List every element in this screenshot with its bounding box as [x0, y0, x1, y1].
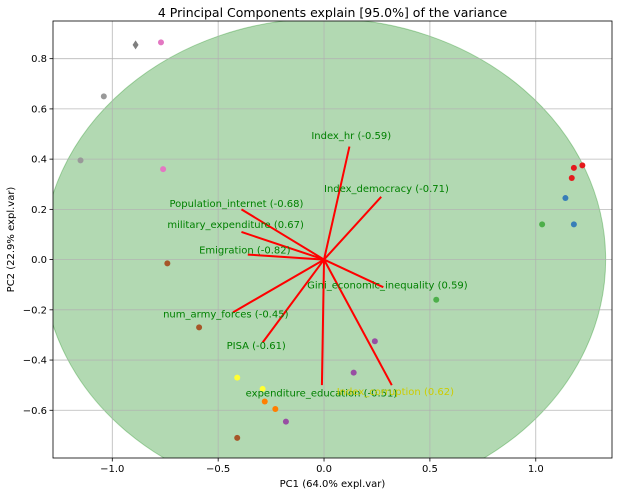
- loading-label: Emigration (-0.82): [199, 245, 291, 256]
- x-tick-label: 0.0: [316, 464, 332, 475]
- plot-area: [53, 21, 612, 458]
- loading-label: Population_internet (-0.68): [169, 199, 303, 210]
- data-point: [164, 260, 171, 267]
- x-tick-label: 1.0: [528, 464, 544, 475]
- data-point: [570, 221, 577, 228]
- loading-label: military_expenditure (0.67): [167, 220, 304, 231]
- data-point: [539, 221, 546, 228]
- data-point: [261, 398, 268, 405]
- data-point: [234, 374, 241, 381]
- y-axis: −0.6 −0.4 −0.2 0.0 0.2 0.4 0.6 0.8: [23, 54, 53, 417]
- loading-vectors: [232, 146, 393, 386]
- data-point: [132, 40, 139, 50]
- y-tick-label: −0.6: [23, 406, 47, 417]
- data-point: [157, 39, 164, 46]
- loading-label: PISA (-0.61): [227, 341, 286, 352]
- y-tick-label: −0.2: [23, 305, 47, 316]
- loading-labels: Index_hr (-0.59) Index_democracy (-0.71) P…: [163, 131, 468, 399]
- loading-vector: [241, 231, 325, 261]
- loading-vector: [323, 258, 384, 289]
- data-point: [234, 434, 241, 441]
- loading-label: Index_hr (-0.59): [311, 131, 391, 142]
- sample-points: [77, 39, 586, 441]
- y-tick-label: 0.8: [31, 54, 47, 65]
- loading-vector: [240, 208, 325, 261]
- data-point: [570, 164, 577, 171]
- data-point: [100, 93, 107, 100]
- chart-title: 4 Principal Components explain [95.0%] o…: [158, 5, 508, 20]
- loading-label: Gini_economic_inequality (0.59): [307, 280, 468, 291]
- loading-vector: [323, 196, 382, 261]
- x-axis: −1.0 −0.5 0.0 0.5 1.0: [100, 458, 544, 475]
- data-point: [350, 369, 357, 376]
- loading-vector: [232, 258, 325, 314]
- y-tick-label: 0.6: [31, 104, 47, 115]
- plot-frame: [52, 20, 613, 459]
- x-tick-label: −0.5: [206, 464, 230, 475]
- y-axis-label: PC2 (22.9% expl.var): [6, 187, 17, 293]
- y-tick-label: −0.4: [23, 356, 47, 367]
- loading-label: Index_corruption (0.62): [337, 387, 454, 398]
- loading-vector: [320, 259, 326, 386]
- loading-vector: [261, 258, 325, 344]
- data-point: [568, 174, 575, 181]
- y-tick-label: 0.2: [31, 205, 47, 216]
- data-point: [562, 195, 569, 202]
- data-point: [579, 162, 586, 169]
- y-tick-label: 0.4: [31, 155, 47, 166]
- y-tick-label: 0.0: [31, 255, 47, 266]
- data-point: [433, 296, 440, 303]
- x-tick-label: 0.5: [422, 464, 438, 475]
- loading-label: Index_democracy (-0.71): [324, 184, 449, 195]
- loading-vector: [323, 146, 351, 260]
- x-axis-label: PC1 (64.0% expl.var): [280, 479, 386, 490]
- data-point: [196, 324, 203, 331]
- data-point: [282, 418, 289, 425]
- data-point: [160, 166, 167, 173]
- x-tick-label: −1.0: [100, 464, 124, 475]
- loading-label: num_army_forces (-0.45): [163, 309, 288, 320]
- data-point: [259, 385, 266, 392]
- data-point: [371, 338, 378, 345]
- data-point: [272, 406, 279, 413]
- data-point: [77, 157, 84, 164]
- loading-label: expenditure_education (-0.51): [246, 388, 398, 399]
- grid-lines: [53, 21, 612, 458]
- loading-vector: [247, 253, 325, 261]
- loading-vector: [323, 259, 393, 386]
